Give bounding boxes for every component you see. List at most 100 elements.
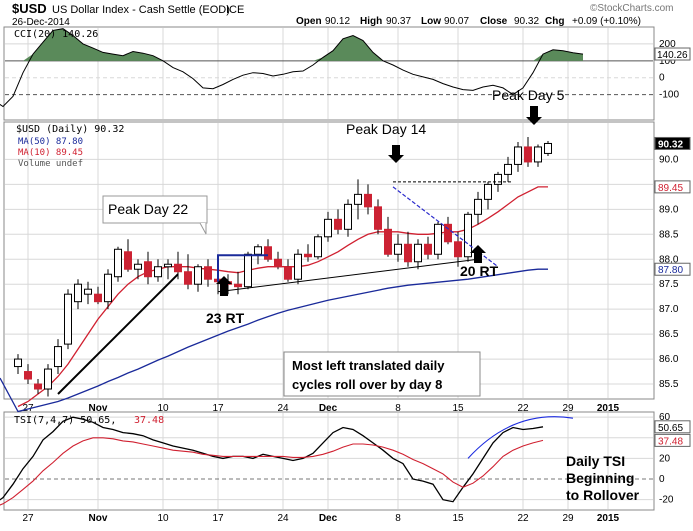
price-y-tick: 87.5: [659, 279, 679, 290]
cci-value-box: [654, 47, 691, 61]
tsi-y-tick: 20: [659, 453, 671, 464]
price-y-tick: 86.0: [659, 354, 679, 365]
close-value: 90.32: [514, 16, 539, 27]
candle-body: [444, 223, 452, 243]
ma50-legend: MA(50) 87.80: [18, 137, 83, 147]
candle-body: [424, 243, 432, 255]
cci-overbought-fill: [23, 28, 583, 61]
x-tick-label: Nov: [89, 403, 108, 414]
x-tick-label: 8: [395, 513, 401, 524]
price-value-label: 90.32: [658, 139, 683, 150]
tsi-value-box: [654, 420, 691, 434]
price-panel-frame: [3, 121, 655, 400]
chg-label: Chg: [545, 16, 564, 27]
rt-20-label: 20 RT: [460, 263, 499, 279]
x-tick-label: 22: [517, 513, 529, 524]
candle-body: [284, 266, 292, 280]
candle-body: [164, 263, 172, 268]
candle-body: [204, 266, 212, 280]
candle-body: [34, 383, 42, 390]
rt-23-label: 23 RT: [206, 310, 245, 326]
price-y-tick: 90.0: [659, 154, 679, 165]
x-tick-label: 2015: [597, 513, 620, 524]
low-value: 90.07: [444, 16, 469, 27]
cci-panel-frame: [3, 26, 655, 121]
rt-23-bracket: [217, 254, 268, 282]
exchange-label: ICE: [226, 4, 244, 16]
peak-14-arrow: [388, 145, 404, 163]
price-y-tick: 88.0: [659, 254, 679, 265]
candle-body: [174, 263, 182, 273]
price-value-box: [654, 262, 691, 276]
price-y-tick: 85.5: [659, 379, 679, 390]
peak-14-label: Peak Day 14: [346, 121, 426, 137]
high-label: High: [360, 16, 382, 27]
price-layer: 90.32 89.45 87.80: [0, 136, 691, 413]
volume-legend: Volume undef: [18, 159, 83, 169]
price-y-tick: 86.5: [659, 329, 679, 340]
cci-y-tick: 200: [659, 39, 676, 50]
candle-body: [434, 223, 442, 255]
tsi-note-2: Beginning: [566, 470, 634, 486]
candle-body: [74, 283, 82, 303]
note-text: Most left translated daily cycles roll ov…: [292, 358, 445, 392]
peak-22-pointer: [199, 222, 207, 235]
candle-body: [134, 263, 142, 270]
tsi-value-label: 50.65: [658, 423, 683, 434]
candle-body: [504, 163, 512, 175]
candle-body: [64, 293, 72, 345]
cci-legend: CCI(20) 140.26: [14, 29, 98, 40]
rt-20-arrow: [470, 245, 486, 263]
candle-body: [374, 206, 382, 230]
cci-line: [0, 28, 584, 108]
x-tick-label: 2015: [597, 403, 620, 414]
candle-body: [494, 173, 502, 185]
candle-body: [304, 253, 312, 258]
peak-5-label: Peak Day 5: [492, 87, 565, 103]
open-value: 90.12: [325, 16, 350, 27]
note-box: [283, 351, 481, 397]
price-y-tick: 89.0: [659, 204, 679, 215]
candle-body: [154, 266, 162, 278]
x-tick-label: 10: [157, 513, 169, 524]
cci-y-tick: -100: [659, 90, 679, 101]
candle-body: [44, 368, 52, 390]
price-value-label: 87.80: [658, 265, 683, 276]
candle-body: [414, 243, 422, 263]
price-legend: $USD (Daily) 90.32 MA(50) 87.80 MA(10) 8…: [16, 124, 124, 169]
candle-body: [244, 253, 252, 288]
chart-header: $USD US Dollar Index - Cash Settle (EOD)…: [12, 1, 674, 28]
x-tick-label: 22: [517, 403, 529, 414]
candle-body: [14, 358, 22, 368]
x-tick-label: 17: [212, 513, 224, 524]
open-label: Open: [296, 16, 322, 27]
tsi-signal-line: [0, 437, 544, 506]
peak-22-label: Peak Day 22: [108, 201, 188, 217]
date-label: 26-Dec-2014: [12, 17, 70, 28]
candle-body: [124, 251, 132, 270]
candle-body: [104, 273, 112, 303]
candle-body: [544, 142, 552, 154]
peak-22-box: [102, 195, 208, 224]
candle-body: [94, 293, 102, 303]
high-value: 90.37: [386, 16, 411, 27]
cci-legend-text: CCI(20) 140.26: [14, 29, 98, 40]
tsi-panel-frame: [3, 411, 655, 511]
note-line: cycles roll over by day 8: [292, 377, 442, 392]
x-tick-label: Dec: [319, 403, 338, 414]
x-tick-label: Dec: [319, 513, 338, 524]
candle-body: [364, 193, 372, 208]
x-tick-label: 29: [562, 403, 574, 414]
tsi-legend-signal: 37.48: [134, 415, 164, 426]
tsi-note-3: to Rollover: [566, 487, 640, 503]
tsi-y-tick: 0: [659, 474, 665, 485]
candle-body: [314, 236, 322, 258]
low-label: Low: [421, 16, 441, 27]
x-tick-label: 8: [395, 403, 401, 414]
candle-body: [514, 146, 522, 165]
x-tick-label: 24: [277, 403, 289, 414]
tsi-value-label: 37.48: [658, 436, 683, 447]
tsi-line: [0, 416, 544, 503]
ma10-legend: MA(10) 89.45: [18, 148, 83, 158]
